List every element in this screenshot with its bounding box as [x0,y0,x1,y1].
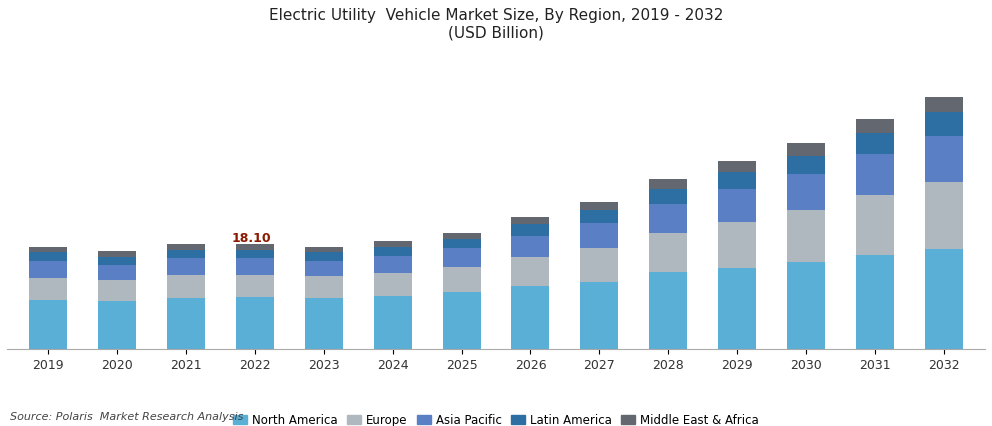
Bar [856,255,894,349]
Bar [236,250,274,258]
Bar [167,258,205,275]
Bar [374,296,412,349]
Bar [442,292,480,349]
Bar [167,298,205,349]
Bar [787,155,825,174]
Bar [787,174,825,210]
Bar [580,210,618,223]
Bar [649,204,687,233]
Bar [856,133,894,154]
Bar [718,173,756,190]
Bar [718,268,756,349]
Bar [442,239,480,248]
Bar [236,258,274,275]
Bar [30,300,67,349]
Bar [374,242,412,247]
Text: 18.10: 18.10 [232,232,271,245]
Bar [787,210,825,262]
Bar [98,251,136,256]
Bar [305,253,343,261]
Bar [649,272,687,349]
Bar [925,249,962,349]
Bar [856,154,894,195]
Legend: North America, Europe, Asia Pacific, Latin America, Middle East & Africa: North America, Europe, Asia Pacific, Lat… [228,409,764,426]
Bar [98,302,136,349]
Bar [167,275,205,298]
Bar [925,136,962,182]
Bar [580,282,618,349]
Bar [442,248,480,267]
Bar [442,267,480,292]
Bar [30,247,67,253]
Bar [925,97,962,112]
Bar [718,222,756,268]
Bar [580,248,618,282]
Bar [305,261,343,276]
Title: Electric Utility  Vehicle Market Size, By Region, 2019 - 2032
(USD Billion): Electric Utility Vehicle Market Size, By… [269,8,723,40]
Bar [236,275,274,297]
Bar [442,233,480,239]
Text: Source: Polaris  Market Research Analysis: Source: Polaris Market Research Analysis [10,412,243,422]
Bar [167,250,205,258]
Bar [787,143,825,155]
Bar [649,233,687,272]
Bar [167,244,205,250]
Bar [718,161,756,173]
Bar [305,298,343,349]
Bar [512,257,550,286]
Bar [30,261,67,277]
Bar [30,277,67,300]
Bar [512,217,550,225]
Bar [236,244,274,250]
Bar [305,276,343,298]
Bar [374,273,412,296]
Bar [236,297,274,349]
Bar [30,253,67,261]
Bar [98,280,136,302]
Bar [98,256,136,265]
Bar [856,195,894,255]
Bar [512,286,550,349]
Bar [374,256,412,273]
Bar [512,225,550,236]
Bar [649,179,687,190]
Bar [718,190,756,222]
Bar [925,182,962,249]
Bar [512,236,550,257]
Bar [856,119,894,133]
Bar [649,190,687,204]
Bar [374,247,412,256]
Bar [580,223,618,248]
Bar [305,247,343,253]
Bar [787,262,825,349]
Bar [580,201,618,210]
Bar [98,265,136,280]
Bar [925,112,962,136]
